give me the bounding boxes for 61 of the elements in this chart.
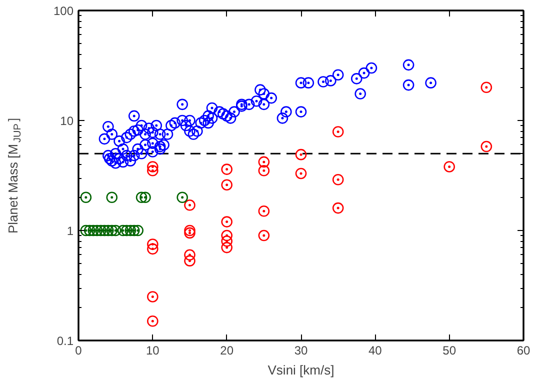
y-tick-label: 0.1 — [56, 334, 74, 348]
point — [102, 224, 114, 236]
point — [117, 224, 129, 236]
point — [147, 165, 158, 176]
point — [480, 140, 492, 152]
point — [80, 192, 92, 204]
point — [88, 224, 99, 236]
point — [258, 156, 270, 168]
point — [147, 161, 158, 172]
x-tick-label: 40 — [368, 344, 382, 358]
point — [147, 243, 158, 255]
point — [184, 249, 196, 261]
point — [128, 224, 140, 236]
x-tick-label: 0 — [75, 344, 82, 358]
point — [140, 192, 151, 204]
point — [80, 224, 92, 236]
point — [332, 174, 344, 186]
y-tick-label: 10 — [60, 114, 74, 128]
point — [221, 179, 232, 190]
point — [184, 227, 196, 239]
point — [258, 205, 270, 217]
point — [258, 165, 270, 176]
point — [147, 238, 158, 250]
y-tick-label: 100 — [53, 4, 74, 18]
point — [84, 224, 96, 236]
point — [221, 164, 232, 175]
point — [91, 224, 103, 236]
point — [132, 224, 144, 236]
point — [332, 126, 344, 138]
x-tick-label: 20 — [220, 344, 234, 358]
point — [124, 224, 136, 236]
point — [184, 255, 196, 266]
point — [121, 224, 132, 236]
x-axis-title: Vsini [km/s] — [268, 362, 334, 378]
point — [480, 82, 492, 94]
point — [176, 192, 188, 204]
point — [258, 230, 270, 242]
point — [221, 242, 232, 254]
point — [295, 148, 307, 160]
point — [106, 192, 118, 204]
x-tick-label: 60 — [516, 344, 530, 358]
point — [147, 291, 158, 302]
point — [221, 236, 232, 247]
point — [98, 224, 110, 236]
point — [295, 168, 307, 180]
point — [106, 224, 118, 236]
x-tick-label: 10 — [146, 344, 160, 358]
point — [184, 200, 196, 211]
point — [136, 192, 148, 204]
x-tick-label: 30 — [294, 344, 308, 358]
point — [221, 230, 232, 242]
point — [221, 216, 232, 228]
y-tick-label: 1 — [66, 224, 74, 238]
point — [444, 161, 455, 172]
point — [147, 315, 158, 327]
point — [332, 202, 344, 214]
point — [184, 224, 196, 236]
x-tick-label: 50 — [442, 344, 456, 358]
y-axis-title: Planet Mass [MJUP] — [6, 118, 24, 234]
point — [95, 224, 106, 236]
point — [110, 224, 122, 236]
